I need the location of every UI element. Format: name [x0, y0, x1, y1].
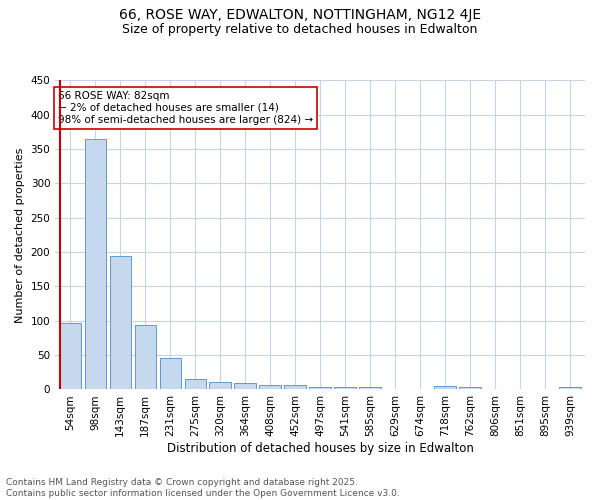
Text: 66, ROSE WAY, EDWALTON, NOTTINGHAM, NG12 4JE: 66, ROSE WAY, EDWALTON, NOTTINGHAM, NG12… [119, 8, 481, 22]
Bar [59, 323, 81, 390]
Bar [185, 379, 206, 390]
Bar [284, 386, 306, 390]
Y-axis label: Number of detached properties: Number of detached properties [15, 148, 25, 322]
Bar [134, 325, 156, 390]
Bar [334, 386, 356, 390]
Bar [559, 388, 581, 390]
Bar [209, 382, 231, 390]
Bar [460, 386, 481, 390]
Bar [110, 256, 131, 390]
Bar [160, 358, 181, 390]
Bar [434, 386, 455, 390]
Text: Contains HM Land Registry data © Crown copyright and database right 2025.
Contai: Contains HM Land Registry data © Crown c… [6, 478, 400, 498]
Bar [310, 386, 331, 390]
Text: 66 ROSE WAY: 82sqm
← 2% of detached houses are smaller (14)
98% of semi-detached: 66 ROSE WAY: 82sqm ← 2% of detached hous… [58, 92, 313, 124]
Bar [235, 382, 256, 390]
X-axis label: Distribution of detached houses by size in Edwalton: Distribution of detached houses by size … [167, 442, 473, 455]
Text: Size of property relative to detached houses in Edwalton: Size of property relative to detached ho… [122, 22, 478, 36]
Bar [259, 384, 281, 390]
Bar [359, 386, 380, 390]
Bar [85, 139, 106, 390]
